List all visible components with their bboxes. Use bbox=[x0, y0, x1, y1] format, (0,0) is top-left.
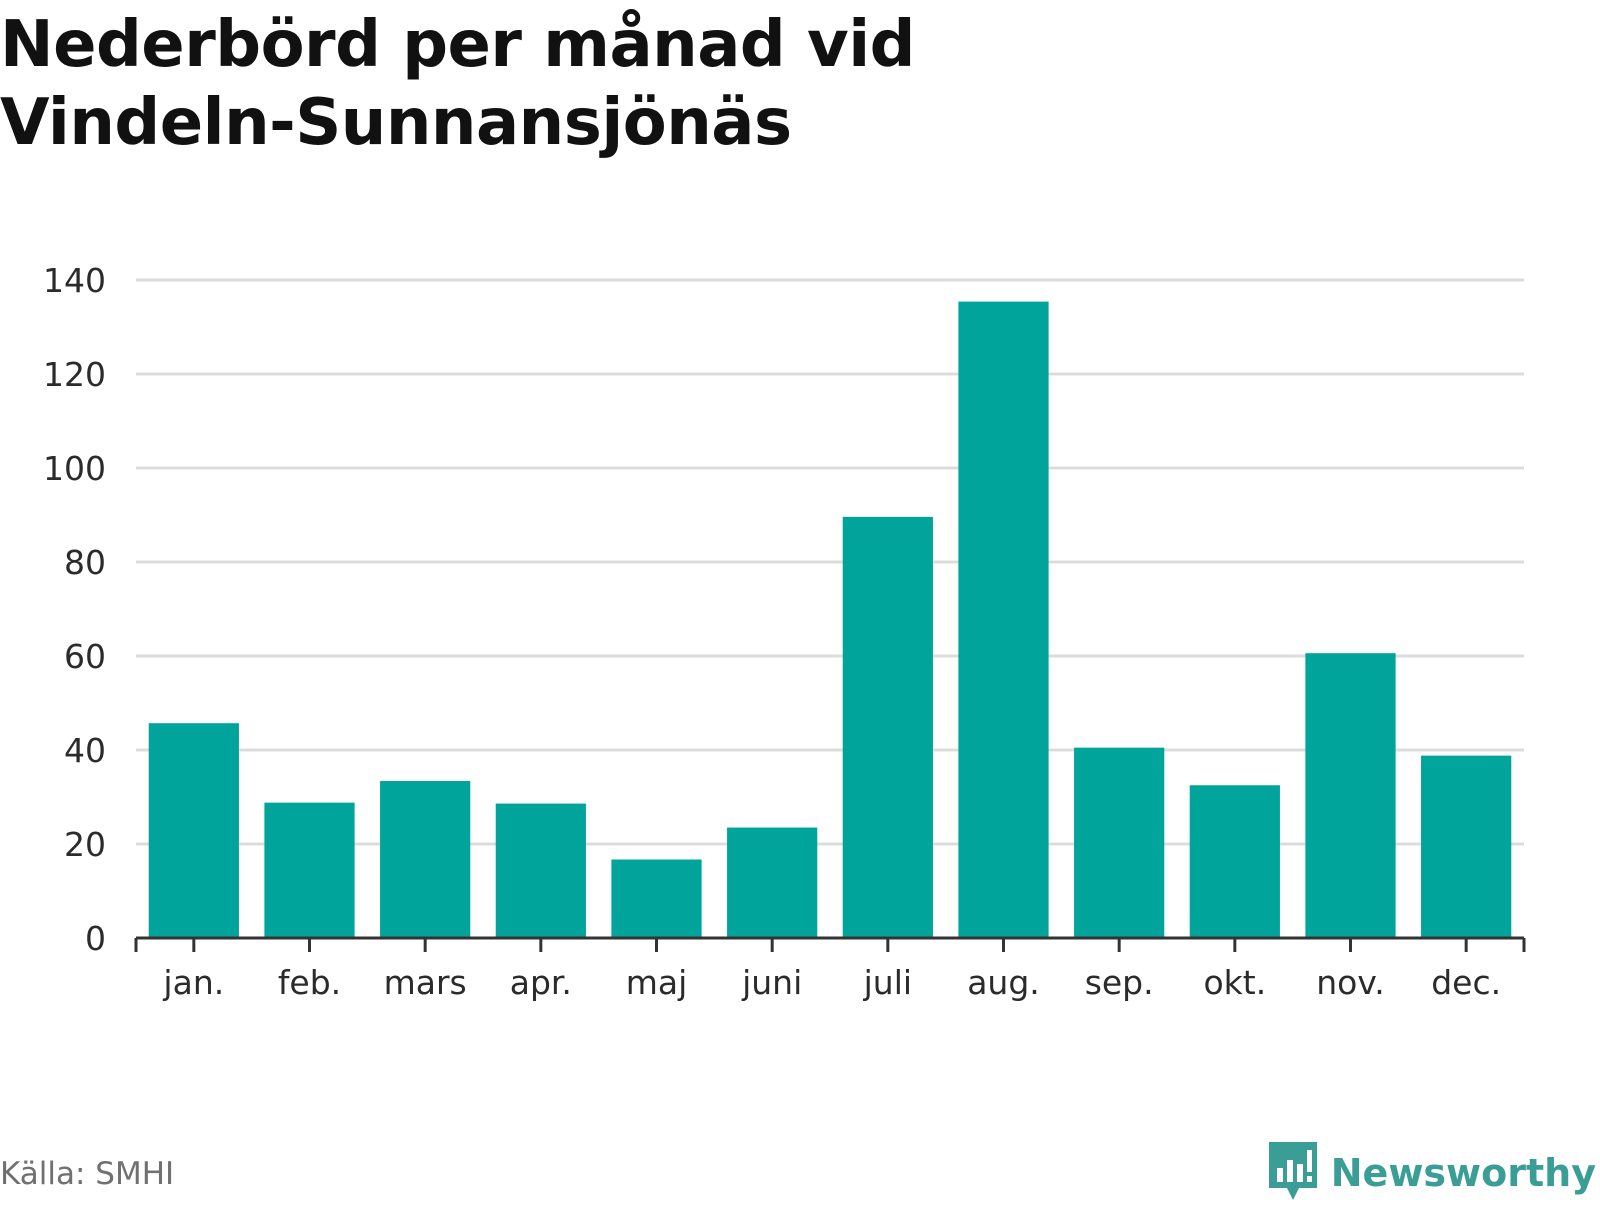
x-tick-label: juli bbox=[863, 963, 912, 1002]
y-axis-ticks: 0 20 40 60 80 100 120 140 bbox=[43, 261, 106, 958]
x-axis-ticks: jan. feb. mars apr. maj juni juli aug. sep. okt. n… bbox=[162, 938, 1501, 1002]
bar-mars[interactable] bbox=[380, 781, 471, 938]
x-tick-label: nov. bbox=[1316, 963, 1385, 1002]
gridlines bbox=[136, 278, 1524, 846]
x-tick-label: jan. bbox=[162, 963, 224, 1002]
chart-title: Nederbörd per månad vid Vindeln-Sunnansj… bbox=[0, 8, 915, 160]
y-tick-label: 100 bbox=[43, 449, 106, 488]
bar-apr[interactable] bbox=[495, 803, 586, 938]
x-tick-label: apr. bbox=[510, 963, 572, 1002]
x-tick-label: aug. bbox=[967, 963, 1040, 1002]
y-tick-label: 80 bbox=[64, 543, 106, 582]
x-tick-label: feb. bbox=[278, 963, 341, 1002]
source-note: Källa: SMHI bbox=[0, 1156, 175, 1192]
y-tick-label: 140 bbox=[43, 261, 106, 300]
newsworthy-logo-icon bbox=[1267, 1140, 1319, 1206]
x-tick-label: maj bbox=[626, 963, 688, 1002]
bar-maj[interactable] bbox=[611, 859, 702, 938]
y-tick-label: 60 bbox=[64, 637, 106, 676]
y-tick-label: 40 bbox=[64, 731, 106, 770]
x-tick-label: dec. bbox=[1431, 963, 1501, 1002]
bars bbox=[148, 301, 1512, 938]
y-tick-label: 120 bbox=[43, 355, 106, 394]
bar-dec[interactable] bbox=[1421, 755, 1512, 938]
brand-name: Newsworthy bbox=[1330, 1151, 1596, 1195]
brand[interactable]: Newsworthy bbox=[1267, 1140, 1596, 1206]
bar-sep[interactable] bbox=[1074, 747, 1165, 938]
bar-juli[interactable] bbox=[842, 516, 933, 938]
y-tick-label: 20 bbox=[64, 825, 106, 864]
bar-nov[interactable] bbox=[1305, 653, 1396, 938]
bar-okt[interactable] bbox=[1189, 785, 1280, 938]
bar-aug[interactable] bbox=[958, 301, 1049, 938]
bar-feb[interactable] bbox=[264, 802, 355, 938]
y-tick-label: 0 bbox=[85, 919, 106, 958]
x-tick-label: sep. bbox=[1085, 963, 1154, 1002]
x-axis bbox=[134, 936, 1526, 952]
x-tick-label: okt. bbox=[1203, 963, 1266, 1002]
bar-jan[interactable] bbox=[148, 723, 239, 938]
x-tick-label: mars bbox=[384, 963, 467, 1002]
x-tick-label: juni bbox=[741, 963, 802, 1002]
bar-juni[interactable] bbox=[727, 827, 818, 938]
